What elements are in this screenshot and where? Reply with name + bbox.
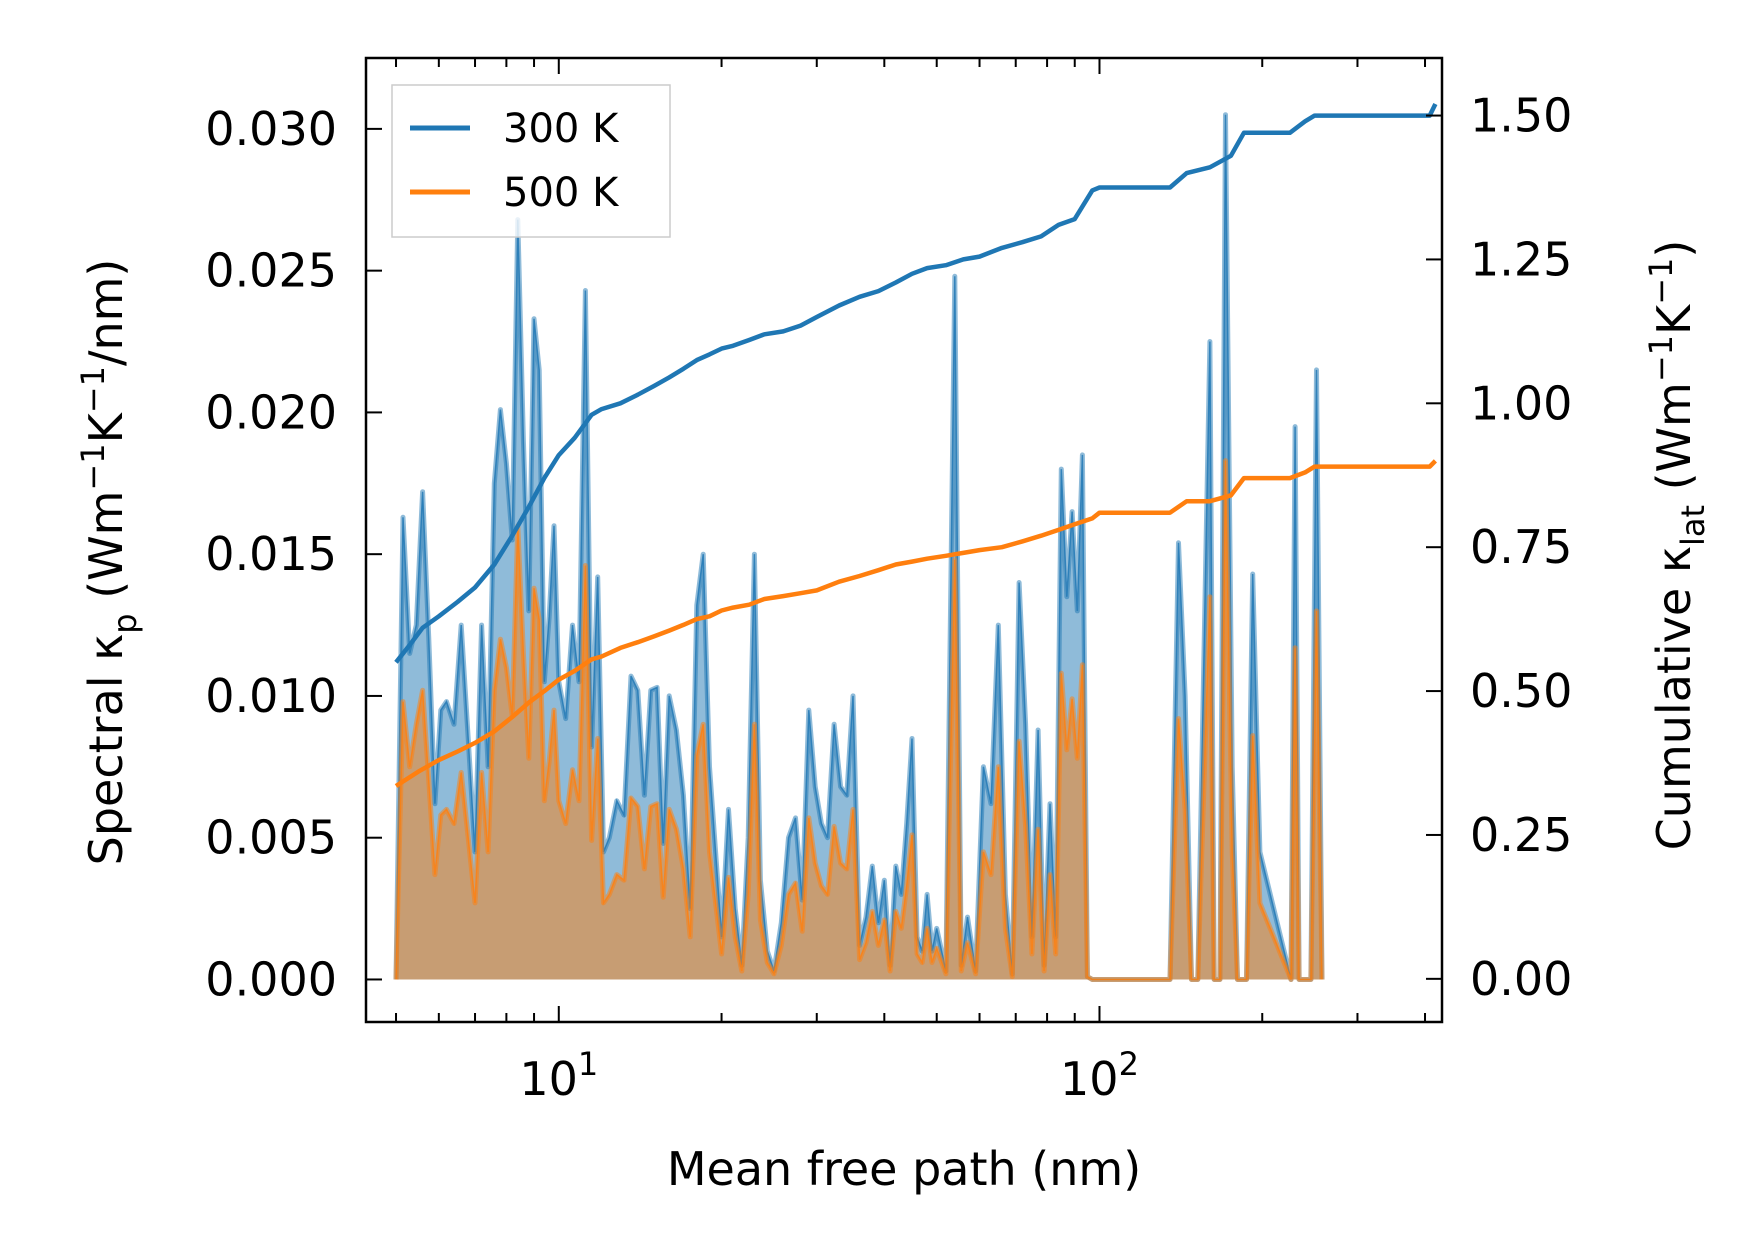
y-right-tick-label: 1.50 xyxy=(1470,89,1572,143)
y-left-tick-label: 0.025 xyxy=(205,244,337,298)
x-tick-label-exp: 2 xyxy=(1119,1045,1139,1083)
cumulative-lines xyxy=(394,103,1438,788)
y-left-tick-label: 0.005 xyxy=(205,811,337,865)
x-tick-label: 102 xyxy=(1060,1045,1139,1106)
left-title-exp2: −1 xyxy=(74,366,112,413)
y-right-tick-label: 0.00 xyxy=(1470,952,1572,1006)
y-left-tick-label: 0.010 xyxy=(205,669,337,723)
left-title-mid: K xyxy=(79,411,133,443)
left-title-tail: /nm) xyxy=(79,259,133,366)
right-title-sub: lat xyxy=(1674,505,1712,546)
axis-ticks xyxy=(366,58,1442,1022)
x-axis-title: Mean free path (nm) xyxy=(667,1142,1141,1196)
plot-frame xyxy=(364,56,1444,1024)
right-axis-title: Cumulative κlat (Wm−1K−1) xyxy=(1642,240,1712,851)
svg-text:Spectral κp (Wm−1K−1/nm): Spectral κp (Wm−1K−1/nm) xyxy=(74,259,144,866)
y-left-tick-label: 0.015 xyxy=(205,527,337,581)
left-title-sub: p xyxy=(106,613,144,633)
cumulative-line-300k xyxy=(394,103,1438,664)
tick-labels: 101 1020.0000.0050.0100.0150.0200.0250.03… xyxy=(205,89,1572,1106)
spectral-fills xyxy=(393,112,1325,982)
legend-label-500k: 500 K xyxy=(503,170,620,216)
legend-label-300k: 300 K xyxy=(503,106,620,152)
y-left-tick-label: 0.000 xyxy=(205,952,337,1006)
y-right-tick-label: 0.50 xyxy=(1470,664,1572,718)
right-title-main: Cumulative κ xyxy=(1647,546,1701,850)
y-right-tick-label: 0.25 xyxy=(1470,808,1572,862)
y-left-tick-label: 0.020 xyxy=(205,385,337,439)
left-title-exp1: −1 xyxy=(74,443,112,490)
legend-box xyxy=(391,84,671,238)
cumulative-line-500k xyxy=(394,459,1437,788)
y-right-tick-label: 0.75 xyxy=(1470,520,1572,574)
left-axis-title: Spectral κp (Wm−1K−1/nm) xyxy=(74,259,144,866)
right-title-exp1: −1 xyxy=(1642,335,1680,382)
svg-text:Cumulative κlat (Wm−1K−1): Cumulative κlat (Wm−1K−1) xyxy=(1642,240,1712,851)
x-tick-label: 101 xyxy=(519,1045,598,1106)
legend: 300 K 500 K xyxy=(391,84,671,238)
right-title-mid: K xyxy=(1647,303,1701,335)
right-title-tail: ) xyxy=(1647,240,1701,258)
spectral-line-500k xyxy=(395,460,1323,981)
x-tick-label-exp: 1 xyxy=(578,1045,598,1083)
left-title-units: (Wm xyxy=(79,491,133,599)
y-left-tick-label: 0.030 xyxy=(205,102,337,156)
x-tick-label-base: 10 xyxy=(519,1052,578,1106)
right-title-exp2: −1 xyxy=(1642,258,1680,305)
y-right-tick-label: 1.00 xyxy=(1470,376,1572,430)
right-title-units: (Wm xyxy=(1647,382,1701,490)
x-tick-label-base: 10 xyxy=(1060,1052,1119,1106)
left-title-main: Spectral κ xyxy=(79,634,133,866)
y-right-tick-label: 1.25 xyxy=(1470,232,1572,286)
